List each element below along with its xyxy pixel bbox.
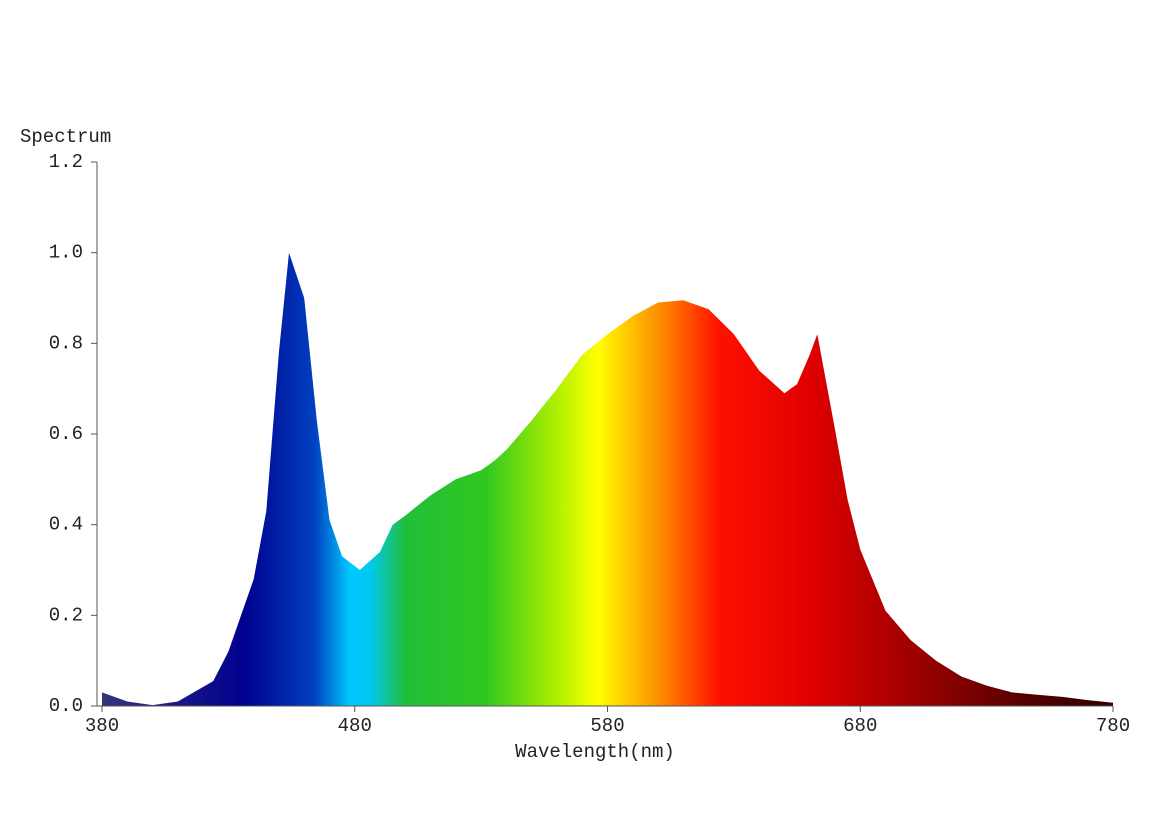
x-tick-label: 580	[590, 715, 624, 737]
x-axis-label: Wavelength(nm)	[515, 741, 675, 763]
x-tick-label: 480	[338, 715, 372, 737]
y-tick-label: 0.6	[49, 423, 83, 445]
y-tick-label: 1.2	[49, 151, 83, 173]
y-tick-label: 0.2	[49, 604, 83, 626]
x-tick-label: 780	[1096, 715, 1130, 737]
y-axis-label: Spectrum	[20, 126, 111, 148]
y-tick-label: 0.0	[49, 695, 83, 717]
y-tick-label: 0.8	[49, 332, 83, 354]
x-tick-label: 380	[85, 715, 119, 737]
spectrum-area	[102, 252, 1113, 706]
x-tick-label: 680	[843, 715, 877, 737]
y-tick-label: 0.4	[49, 514, 83, 536]
y-tick-label: 1.0	[49, 242, 83, 264]
